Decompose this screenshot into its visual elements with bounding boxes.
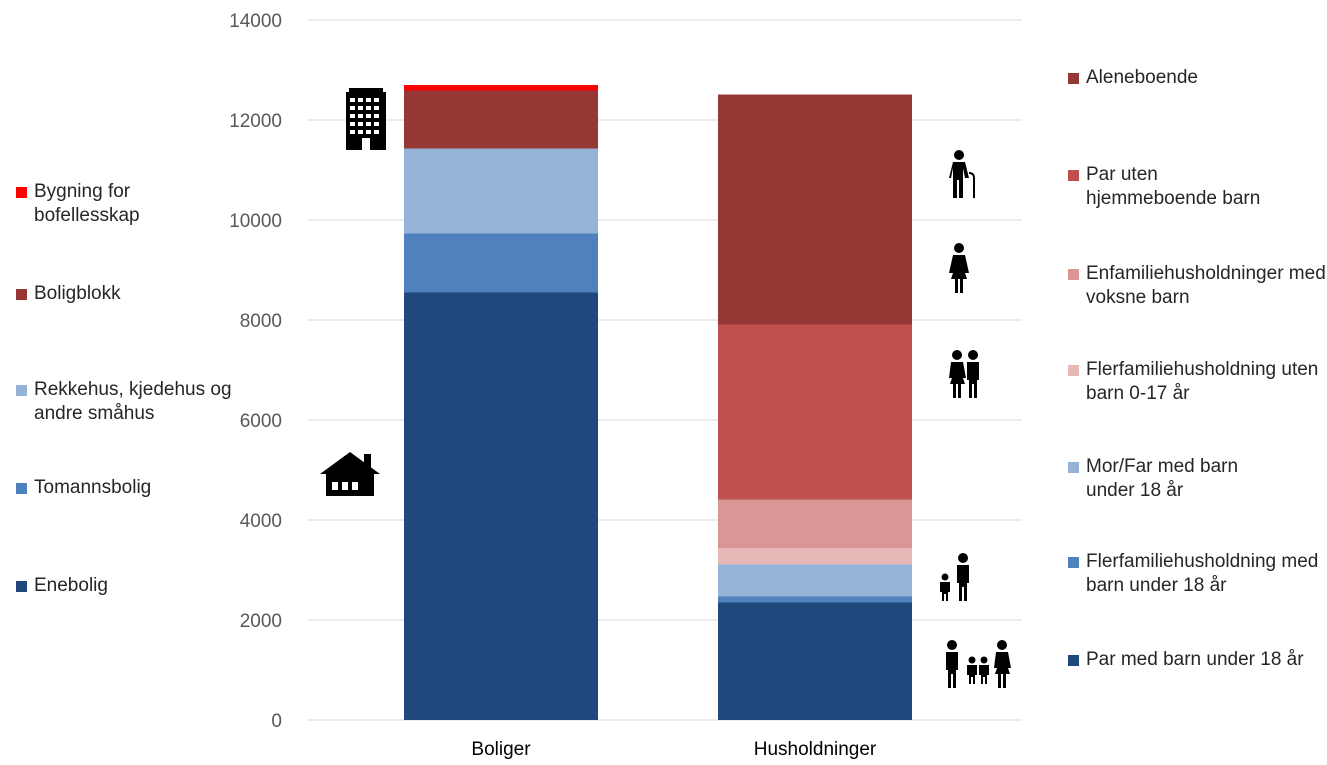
- parent-child-icon: [940, 553, 969, 601]
- legend-swatch: [16, 187, 27, 198]
- legend-item: Flerfamiliehusholdning uten barn 0-17 år: [1068, 358, 1326, 406]
- legend-label: Enebolig: [34, 575, 108, 596]
- legend-swatch: [1068, 462, 1079, 473]
- woman-icon: [949, 243, 969, 293]
- legend-label: Bygning for bofellesskap: [34, 181, 140, 226]
- y-tick-label: 12000: [229, 111, 282, 132]
- legend-label: Flerfamiliehusholdning med barn under 18…: [1086, 551, 1319, 596]
- legend-item: Boligblokk: [16, 282, 121, 306]
- legend-label: Aleneboende: [1086, 67, 1198, 88]
- legend-item: Rekkehus, kjedehus og andre småhus: [16, 378, 234, 426]
- legend-item: Aleneboende: [1068, 66, 1198, 90]
- elderly-person-icon: [949, 150, 975, 198]
- legend-label: Par uten hjemmeboende barn: [1086, 164, 1261, 209]
- legend-label: Boligblokk: [34, 283, 121, 304]
- legend-swatch: [16, 483, 27, 494]
- legend-swatch: [16, 385, 27, 396]
- bar-segment: [404, 233, 598, 293]
- house-icon: [320, 452, 380, 496]
- legend-swatch: [16, 581, 27, 592]
- bar-segment: [404, 292, 598, 720]
- bar-segment: [718, 548, 912, 565]
- bar-segment: [718, 596, 912, 603]
- legend-swatch: [1068, 655, 1079, 666]
- y-tick-label: 4000: [240, 511, 282, 532]
- x-category-label: Husholdninger: [754, 739, 877, 760]
- legend-item: Enfamiliehusholdninger med voksne barn: [1068, 262, 1326, 310]
- legend-item: Par uten hjemmeboende barn: [1068, 163, 1276, 211]
- bars: [404, 85, 912, 720]
- legend-label: Enfamiliehusholdninger med voksne barn: [1086, 263, 1326, 308]
- apartment-building-icon: [346, 88, 386, 150]
- bar-segment: [404, 90, 598, 149]
- bar-segment: [718, 564, 912, 597]
- x-category-label: Boliger: [471, 739, 531, 760]
- y-tick-label: 14000: [229, 11, 282, 32]
- legend-swatch: [1068, 557, 1079, 568]
- x-axis: Boliger Husholdninger: [471, 739, 877, 760]
- bar-segment: [404, 148, 598, 234]
- bar-segment: [718, 94, 912, 325]
- family-icon: [946, 640, 1011, 688]
- legend-swatch: [1068, 73, 1079, 84]
- legend-label: Par med barn under 18 år: [1086, 649, 1304, 670]
- y-tick-label: 10000: [229, 211, 282, 232]
- legend-label: Mor/Far med barn under 18 år: [1086, 456, 1239, 501]
- y-tick-label: 8000: [240, 311, 282, 332]
- legend-item: Enebolig: [16, 574, 108, 598]
- couple-icon: [949, 350, 979, 398]
- legend-item: Tomannsbolig: [16, 476, 151, 500]
- legend-label: Rekkehus, kjedehus og andre småhus: [34, 379, 232, 424]
- y-tick-label: 0: [271, 711, 282, 732]
- legend-item: Par med barn under 18 år: [1068, 648, 1326, 672]
- bar-segment: [718, 499, 912, 548]
- legend-item: Bygning for bofellesskap: [16, 180, 184, 228]
- legend-label: Tomannsbolig: [34, 477, 152, 498]
- legend-label: Flerfamiliehusholdning uten barn 0-17 år: [1086, 359, 1319, 404]
- bar-segment: [718, 324, 912, 500]
- legend-swatch: [1068, 170, 1079, 181]
- y-tick-label: 6000: [240, 411, 282, 432]
- legend-swatch: [1068, 365, 1079, 376]
- legend-item: Mor/Far med barn under 18 år: [1068, 455, 1286, 503]
- y-axis: 0 2000 4000 6000 8000 10000 12000 14000: [229, 11, 282, 732]
- legend-item: Flerfamiliehusholdning med barn under 18…: [1068, 550, 1326, 598]
- legend-swatch: [16, 289, 27, 300]
- y-tick-label: 2000: [240, 611, 282, 632]
- legend-swatch: [1068, 269, 1079, 280]
- bar-segment: [404, 85, 598, 91]
- bar-segment: [718, 602, 912, 720]
